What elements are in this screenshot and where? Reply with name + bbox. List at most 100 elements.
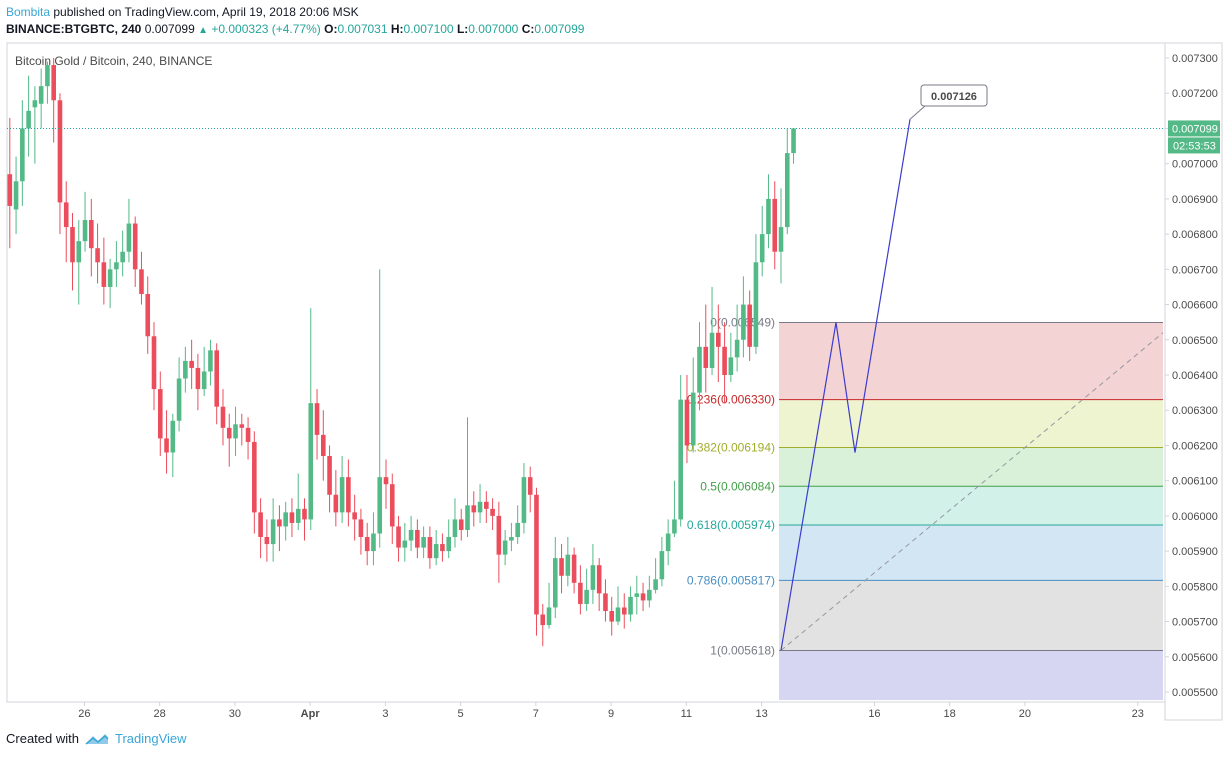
candle-body [270, 519, 276, 545]
candle-body [76, 241, 82, 263]
y-tick-label: 0.005900 [1172, 546, 1218, 558]
y-tick-label: 0.005800 [1172, 581, 1218, 593]
y-tick-label: 0.006800 [1172, 229, 1218, 241]
candle-body [596, 565, 602, 594]
candle-body [559, 558, 564, 576]
candle-body [703, 346, 709, 368]
fib-label: 0.618(0.005974) [687, 518, 775, 532]
candle-body [7, 174, 13, 206]
candle-body [396, 526, 401, 548]
author-link[interactable]: Bombita [6, 5, 51, 19]
candle-body [565, 554, 571, 576]
candle-body [471, 505, 477, 513]
candle-body [283, 512, 288, 527]
candle-body [314, 403, 320, 435]
y-tick-label: 0.005500 [1172, 687, 1218, 699]
candle-body [690, 392, 696, 446]
x-tick-label: Apr [301, 708, 321, 720]
candle-body [183, 360, 188, 379]
close-label: C: [521, 22, 535, 36]
candle-body [333, 494, 339, 513]
y-tick-label: 0.005600 [1172, 652, 1218, 664]
candle-body [778, 227, 784, 252]
candle-body [496, 515, 502, 555]
x-tick-label: 28 [154, 708, 166, 720]
y-tick-label: 0.007200 [1172, 88, 1218, 100]
candle-body [189, 360, 194, 368]
candle-body [772, 198, 778, 252]
chart-title: Bitcoin Gold / Bitcoin, 240, BINANCE [15, 54, 212, 68]
fib-zone [779, 399, 1163, 448]
candle-body [13, 181, 19, 210]
candle-body [89, 220, 94, 249]
x-tick-label: 18 [944, 708, 956, 720]
candle-body [653, 579, 658, 590]
candle-body [26, 110, 31, 129]
candle-body [759, 234, 765, 263]
candle-body [70, 227, 75, 263]
candle-body [477, 501, 483, 513]
candle-body [408, 529, 414, 541]
candle-body [465, 505, 470, 530]
candle-body [609, 610, 615, 622]
y-tick-label: 0.006900 [1172, 194, 1218, 206]
candle-body [440, 544, 445, 552]
fib-zone [779, 322, 1163, 400]
candle-body [20, 128, 25, 182]
low-label: L: [456, 22, 469, 36]
candle-body [302, 508, 307, 520]
publish-text: published on TradingView.com, April 19, … [50, 5, 359, 19]
candle-body [220, 406, 226, 428]
candle-body [584, 589, 589, 604]
candle-body [540, 614, 546, 626]
last-price-tag-label: 0.007099 [1172, 123, 1218, 135]
y-tick-label: 0.007300 [1172, 53, 1218, 65]
candle-body [364, 537, 370, 552]
candle-body [208, 350, 213, 372]
candle-body [45, 65, 50, 87]
candle-body [502, 540, 508, 555]
candle-body [377, 477, 383, 534]
candle-body [659, 551, 665, 580]
candle-body [452, 519, 458, 538]
close-value: 0.007099 [534, 22, 585, 36]
candle-body [371, 533, 376, 552]
y-tick-label: 0.006400 [1172, 370, 1218, 382]
x-tick-label: 3 [382, 708, 388, 720]
candle-body [201, 371, 207, 390]
up-arrow-icon: ▲ [198, 25, 209, 36]
candle-body [784, 153, 790, 228]
y-tick-label: 0.006500 [1172, 335, 1218, 347]
x-tick-label: 20 [1019, 708, 1031, 720]
candle-body [728, 357, 734, 375]
fib-label: 1(0.005618) [710, 643, 775, 657]
projection-label: 0.007126 [931, 91, 977, 103]
fib-zone [779, 650, 1163, 700]
x-tick-label: 5 [458, 708, 464, 720]
trend-dashed-line [780, 332, 1164, 651]
candle-body [590, 565, 596, 590]
fib-zone [779, 447, 1163, 487]
candle-body [170, 420, 176, 453]
footer: Created with TradingView [6, 731, 187, 746]
candle-body [515, 522, 520, 538]
candle-body [339, 477, 345, 513]
y-tick-label: 0.007000 [1172, 159, 1218, 171]
candle-body [433, 544, 439, 559]
candle-body [427, 537, 433, 559]
y-tick-label: 0.006200 [1172, 440, 1218, 452]
candle-body [120, 251, 125, 263]
candles [7, 58, 796, 647]
candle-body [734, 339, 740, 358]
candle-body [126, 223, 132, 252]
candle-body [277, 519, 282, 527]
candle-body [63, 202, 69, 228]
fib-zone [779, 580, 1163, 651]
candle-body [484, 501, 489, 509]
y-tick-label: 0.006300 [1172, 405, 1218, 417]
tradingview-link[interactable]: TradingView [114, 731, 187, 746]
y-tick-label: 0.006700 [1172, 264, 1218, 276]
candle-body [747, 304, 752, 347]
countdown-tag-label: 02:53:53 [1173, 140, 1216, 152]
